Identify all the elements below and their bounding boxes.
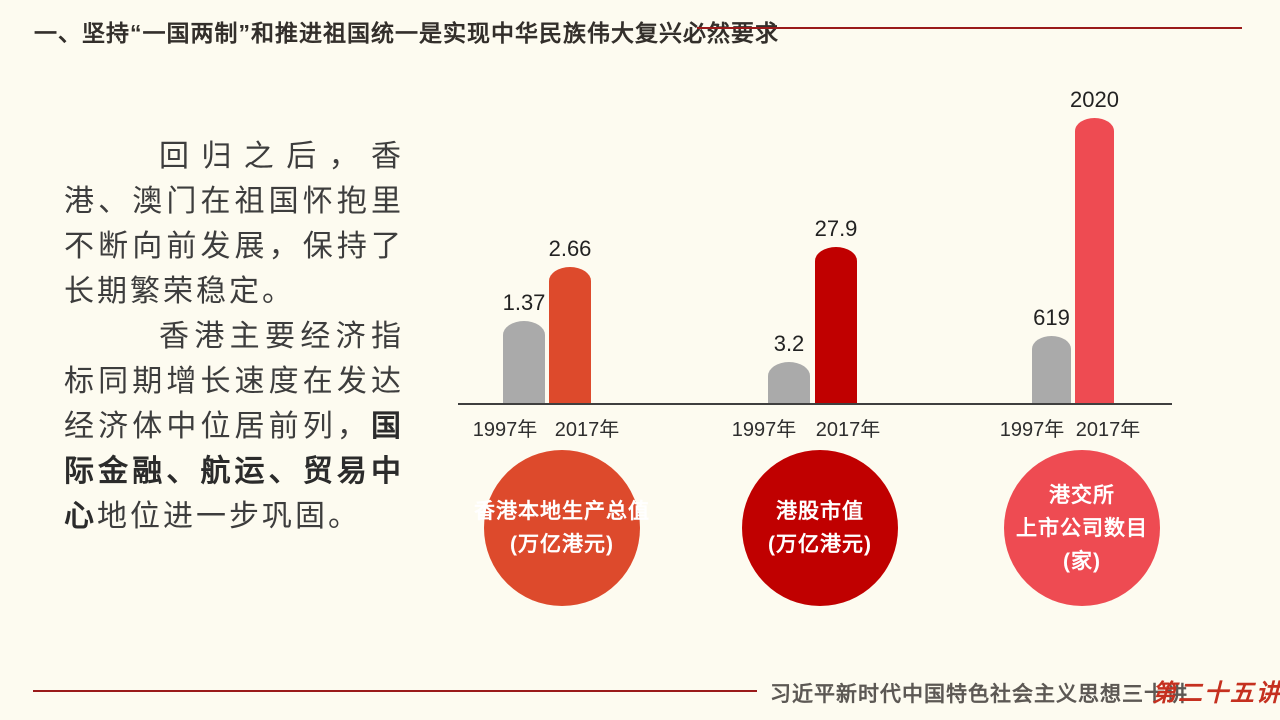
chart-title-circle-stock: 港股市值 (万亿港元): [742, 450, 898, 606]
axis-category-1997: 1997年: [731, 419, 797, 441]
circle-title-line: 上市公司数目: [1016, 516, 1148, 540]
bar-value-label-1997: 3.2: [773, 331, 805, 356]
axis-category-1997: 1997年: [472, 419, 538, 441]
header-rule-line: [697, 27, 1242, 29]
bar-value-label-1997: 1.37: [502, 290, 546, 315]
bar-1997: [503, 321, 545, 403]
bar-value-label-1997: 619: [1033, 305, 1070, 330]
bar-cell-2017: 27.9: [815, 216, 857, 403]
circle-title-line: 港交所: [1049, 483, 1115, 507]
paragraph-2-text-pre: 香港主要经济指标同期增长速度在发达经济体中位居前列，: [64, 320, 404, 443]
circle-title-line: 香港本地生产总值: [474, 500, 650, 523]
bar-1997: [1032, 336, 1071, 403]
footer-rule-line: [33, 690, 757, 692]
bar-2017: [549, 267, 591, 403]
body-text-block: 回归之后，香港、澳门在祖国怀抱里不断向前发展，保持了长期繁荣稳定。 香港主要经济…: [64, 134, 404, 539]
bar-value-label-2017: 2.66: [548, 236, 592, 261]
bar-cell-1997: 1.37: [503, 290, 545, 403]
bar-pair-listed: 619 2020: [1032, 87, 1119, 403]
bar-pair-gdp: 1.37 2.66: [503, 236, 591, 403]
bar-1997: [768, 362, 810, 403]
chart-group-listed-companies: 619 2020 1997年 2017年 港交所上市公司数目 (家): [985, 0, 1205, 720]
chart-axis-baseline: [458, 403, 1172, 405]
bar-2017: [1075, 118, 1114, 403]
chart-group-stock-market: 3.2 27.9 1997年 2017年 港股市值 (万亿港元): [720, 0, 940, 720]
paragraph-2: 香港主要经济指标同期增长速度在发达经济体中位居前列，国际金融、航运、贸易中心地位…: [64, 314, 404, 539]
circle-title-line: 港股市值: [776, 500, 864, 523]
axis-category-1997: 1997年: [999, 419, 1065, 441]
chart-title-circle-gdp: 香港本地生产总值 (万亿港元): [474, 450, 649, 606]
bar-pair-stock: 3.2 27.9: [768, 216, 857, 403]
slide-title: 一、坚持“一国两制”和推进祖国统一是实现中华民族伟大复兴必然要求: [34, 20, 779, 46]
axis-category-2017: 2017年: [815, 419, 881, 441]
circle-title-line: (万亿港元): [510, 533, 614, 556]
bar-cell-1997: 619: [1032, 305, 1071, 403]
bar-value-label-2017: 27.9: [814, 216, 858, 241]
axis-category-2017: 2017年: [554, 419, 620, 441]
bar-value-label-2017: 2020: [1070, 87, 1119, 112]
circle-title-line: (万亿港元): [768, 533, 872, 556]
paragraph-1-text: 回归之后，香港、澳门在祖国怀抱里不断向前发展，保持了长期繁荣稳定。: [64, 140, 404, 308]
footer-series-title: 习近平新时代中国特色社会主义思想三十讲: [770, 683, 1188, 706]
chart-title-circle-listed: 港交所上市公司数目 (家): [1004, 450, 1160, 606]
paragraph-2-bold-phrase: 国际金融、航运、贸易中心: [64, 410, 404, 533]
circle-title-line: (家): [1063, 549, 1101, 573]
axis-category-2017: 2017年: [1075, 419, 1141, 441]
paragraph-2-text-post: 地位进一步巩固。: [97, 500, 361, 533]
paragraph-1: 回归之后，香港、澳门在祖国怀抱里不断向前发展，保持了长期繁荣稳定。: [64, 134, 404, 314]
bar-2017: [815, 247, 857, 403]
footer-lecture-badge: 第二十五讲: [1152, 681, 1280, 707]
bar-cell-2017: 2020: [1070, 87, 1119, 403]
chart-group-gdp: 1.37 2.66 1997年 2017年 香港本地生产总值 (万亿港元): [455, 0, 675, 720]
bar-cell-1997: 3.2: [768, 331, 810, 403]
bar-cell-2017: 2.66: [549, 236, 591, 403]
